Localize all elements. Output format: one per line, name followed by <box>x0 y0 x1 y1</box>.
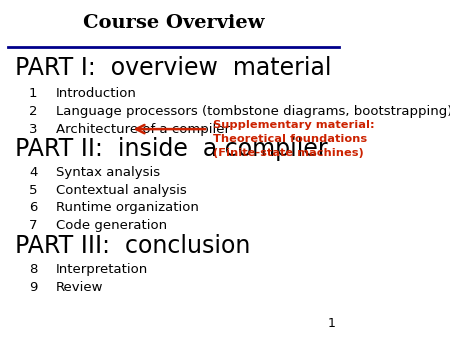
Text: 5: 5 <box>29 184 37 197</box>
Text: Introduction: Introduction <box>56 87 137 100</box>
Text: 1: 1 <box>29 87 37 100</box>
Text: 9: 9 <box>29 281 37 294</box>
Text: Contextual analysis: Contextual analysis <box>56 184 187 197</box>
Text: 8: 8 <box>29 263 37 276</box>
Text: PART II:  inside  a compiler: PART II: inside a compiler <box>15 137 328 161</box>
Text: 1: 1 <box>328 317 336 330</box>
Text: Interpretation: Interpretation <box>56 263 148 276</box>
Text: 2: 2 <box>29 105 37 118</box>
Text: Language processors (tombstone diagrams, bootstrapping): Language processors (tombstone diagrams,… <box>56 105 450 118</box>
Text: Code generation: Code generation <box>56 219 167 232</box>
Text: 4: 4 <box>29 166 37 179</box>
Text: PART III:  conclusion: PART III: conclusion <box>15 234 251 258</box>
Text: Architecture of a compiler: Architecture of a compiler <box>56 123 230 136</box>
Text: Syntax analysis: Syntax analysis <box>56 166 160 179</box>
Text: Runtime organization: Runtime organization <box>56 201 199 214</box>
Text: 7: 7 <box>29 219 37 232</box>
Text: Course Overview: Course Overview <box>83 14 265 32</box>
Text: 3: 3 <box>29 123 37 136</box>
Text: Supplementary material:
Theoretical foundations
(Finite-state machines): Supplementary material: Theoretical foun… <box>213 120 375 158</box>
Text: Review: Review <box>56 281 104 294</box>
Text: 6: 6 <box>29 201 37 214</box>
Text: PART I:  overview  material: PART I: overview material <box>15 56 332 80</box>
